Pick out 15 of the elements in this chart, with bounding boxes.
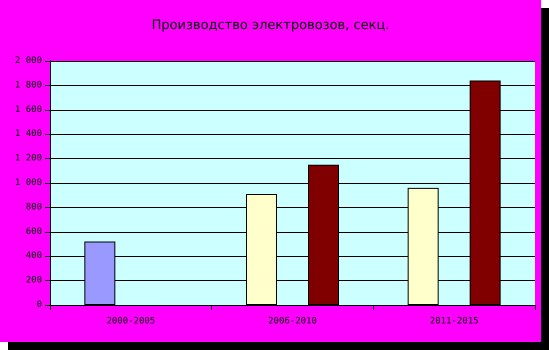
y-tick-label: 400	[26, 251, 42, 262]
y-tick-label: 1 200	[14, 154, 42, 164]
chart-title: Производство электровозов, секц.	[152, 18, 390, 33]
x-tick-label: 2006-2010	[268, 316, 317, 326]
y-tick-label: 800	[26, 202, 42, 212]
y-tick-label: 1 400	[14, 129, 42, 140]
y-tick-label: 0	[36, 300, 42, 310]
y-tick-label: 200	[26, 276, 42, 286]
y-tick-label: 1 600	[14, 104, 42, 115]
x-tick-label: 2000-2005	[106, 316, 156, 326]
y-tick-label: 600	[26, 226, 42, 237]
y-tick-label: 1 800	[14, 80, 42, 90]
y-tick-label: 2 000	[14, 56, 42, 66]
y-tick-label: 1 000	[14, 178, 42, 188]
x-tick-label: 2011-2015	[430, 316, 479, 326]
